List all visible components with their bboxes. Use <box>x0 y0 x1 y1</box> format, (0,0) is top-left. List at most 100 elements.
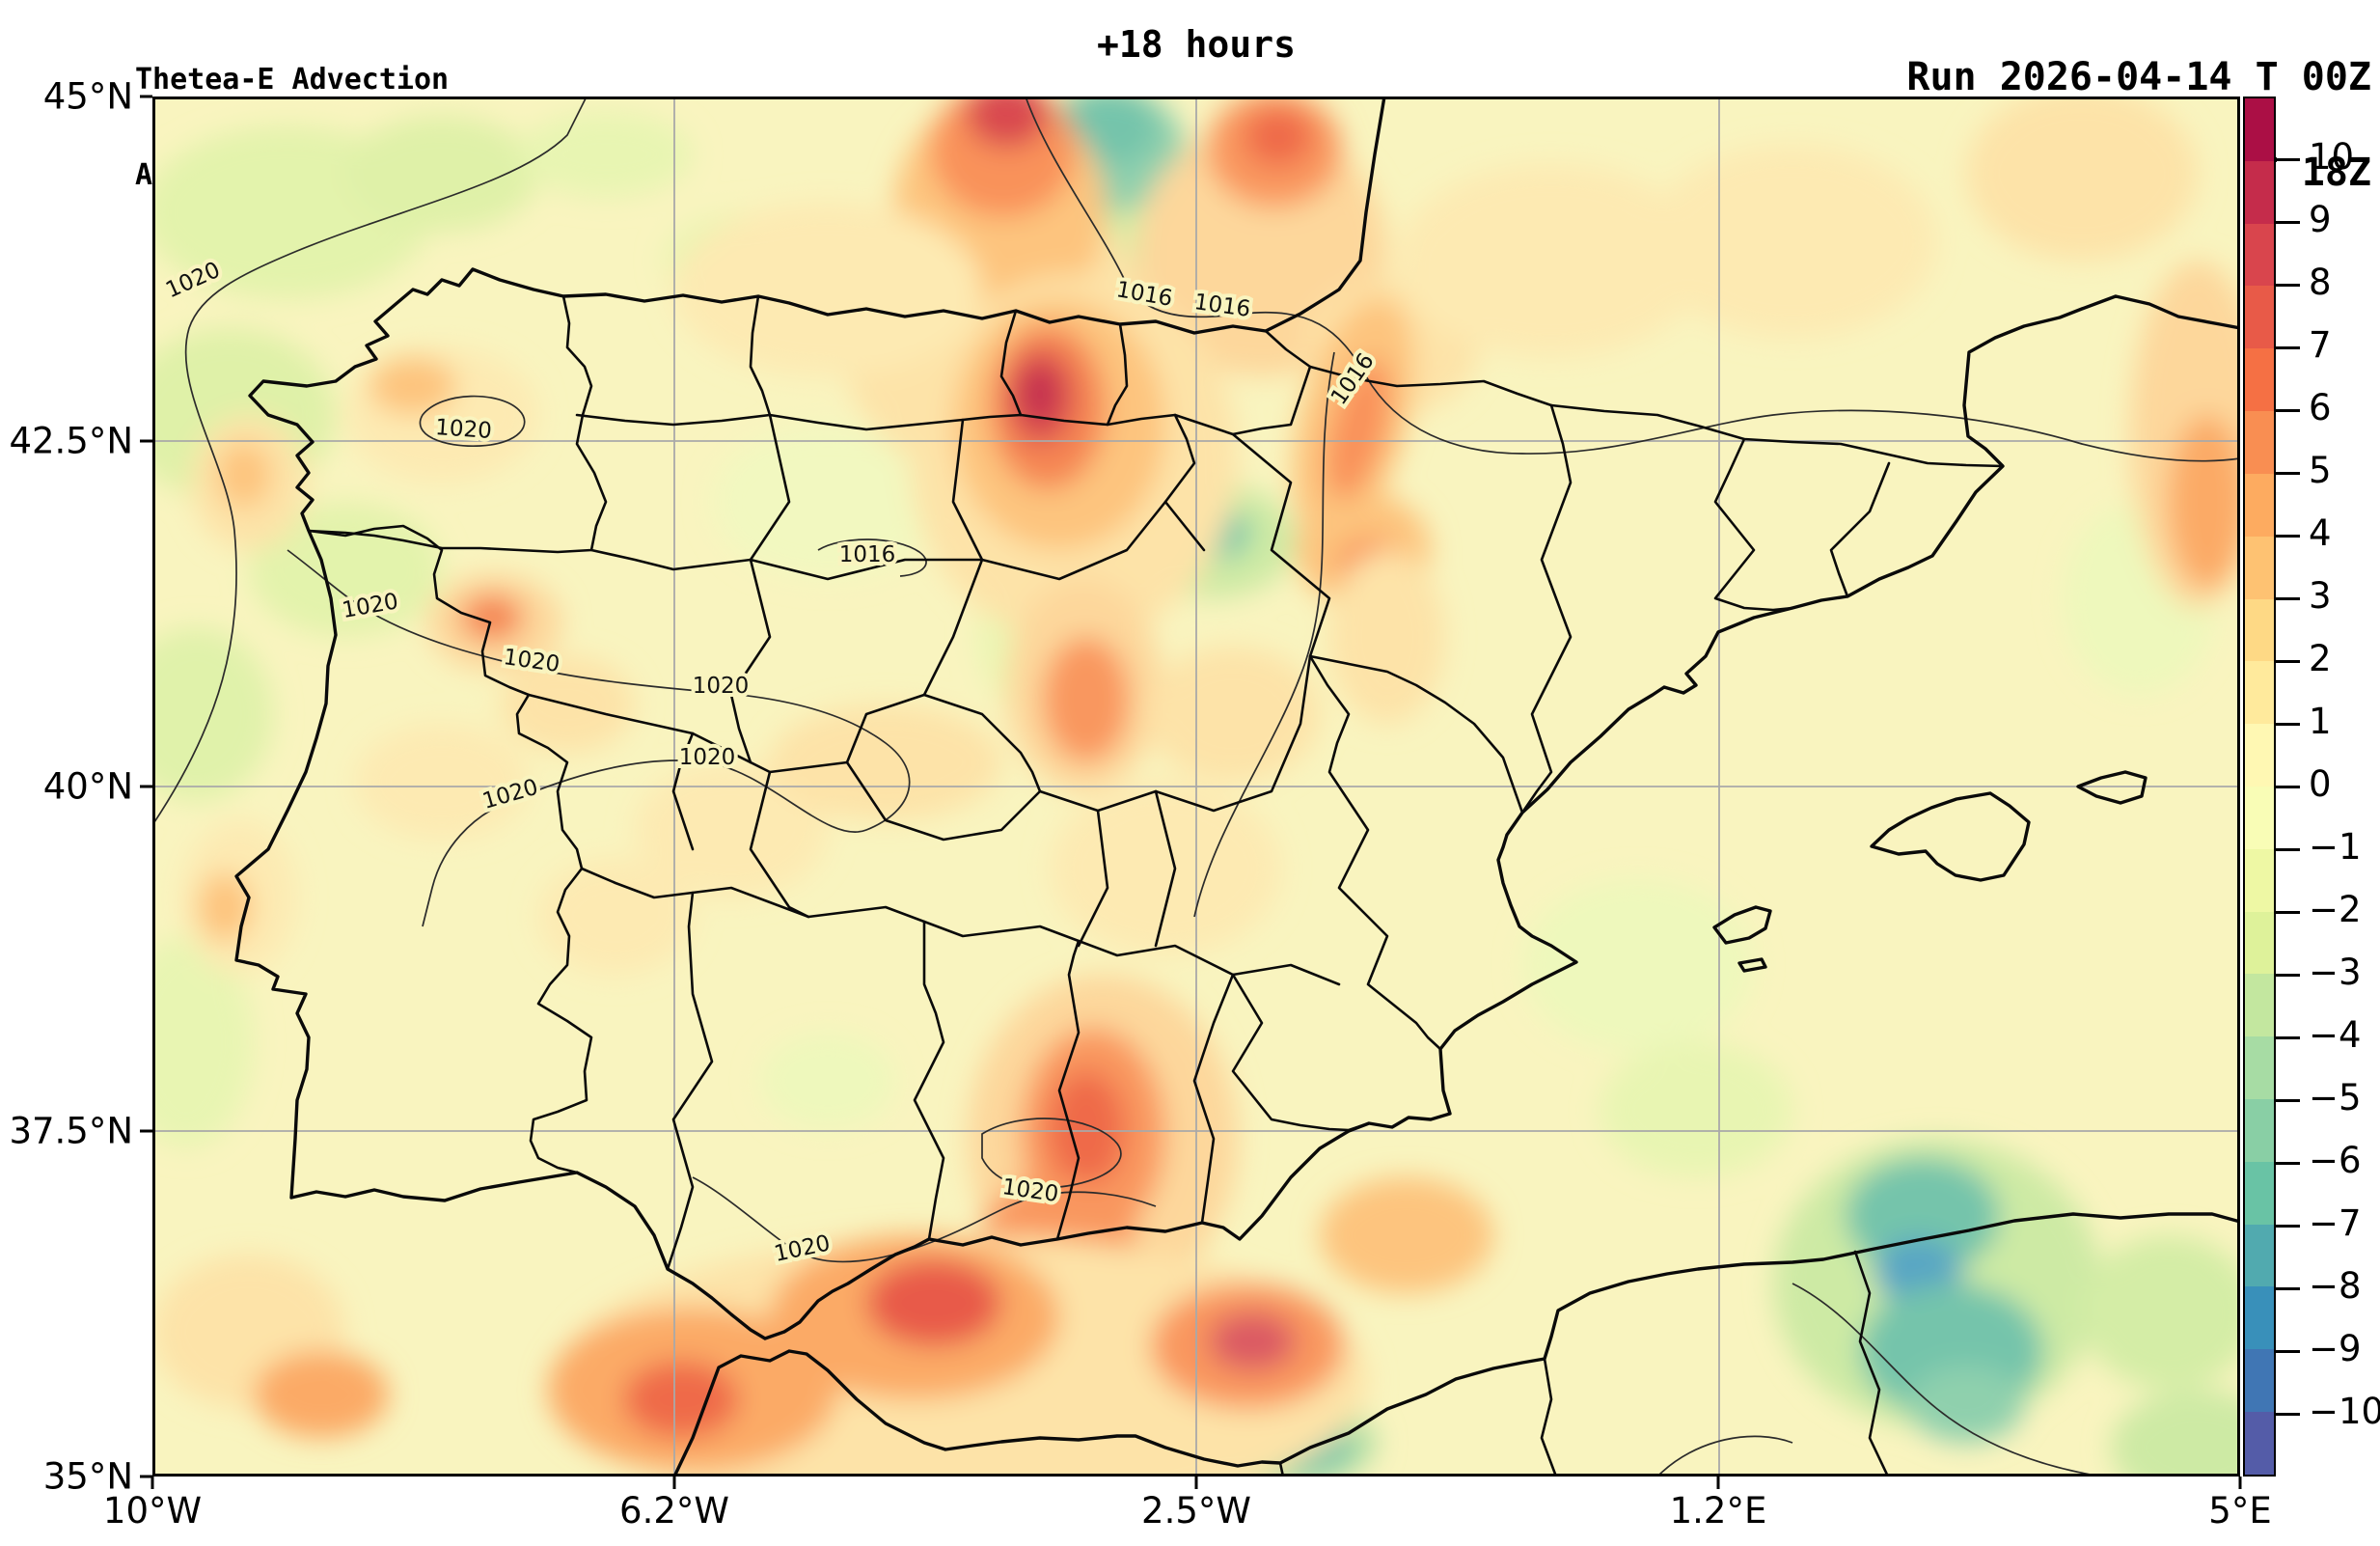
colorbar-segment <box>2245 160 2274 224</box>
colorbar-segment <box>2245 536 2274 599</box>
colorbar-segment <box>2245 848 2274 912</box>
colorbar-tick-line <box>2276 848 2300 851</box>
colorbar-tick-label: −3 <box>2309 952 2362 993</box>
colorbar-tick-line <box>2276 786 2300 788</box>
colorbar-segment <box>2245 1161 2274 1225</box>
colorbar-tick-line <box>2276 1036 2300 1039</box>
run-label: Run 2026-04-14 T 00Z <box>1906 55 2371 99</box>
colorbar-tick-label: 9 <box>2309 199 2332 240</box>
colorbar-segment <box>2245 411 2274 474</box>
colorbar-tick-label: 10 <box>2309 136 2355 178</box>
colorbar-tick-line <box>2276 1162 2300 1165</box>
colorbar-tick-label: −9 <box>2309 1327 2362 1369</box>
colorbar-tick-label: 0 <box>2309 763 2332 805</box>
colorbar-segment <box>2245 1349 2274 1413</box>
y-axis-label: 45°N <box>42 75 133 118</box>
colorbar-tick-line <box>2276 472 2300 475</box>
y-tick-mark <box>140 439 152 443</box>
colorbar-segment <box>2245 724 2274 787</box>
x-axis-label: 2.5°W <box>1141 1490 1251 1532</box>
colorbar-segment <box>2245 661 2274 725</box>
colorbar <box>2243 97 2276 1477</box>
x-axis-label: 10°W <box>102 1490 203 1532</box>
colorbar-tick-line <box>2276 158 2300 161</box>
colorbar-segment <box>2245 1286 2274 1350</box>
x-tick-mark <box>1194 1477 1198 1489</box>
y-tick-mark <box>140 1129 152 1133</box>
colorbar-segment <box>2245 1036 2274 1099</box>
colorbar-tick-label: 6 <box>2309 386 2332 428</box>
colorbar-tick-line <box>2276 1349 2300 1353</box>
contour-label: 1020 <box>434 415 492 444</box>
colorbar-tick-line <box>2276 911 2300 914</box>
x-tick-mark <box>2238 1477 2242 1489</box>
colorbar-segment <box>2245 1099 2274 1162</box>
colorbar-tick-line <box>2276 1413 2300 1416</box>
colorbar-segment <box>2245 974 2274 1037</box>
colorbar-tick-line <box>2276 974 2300 977</box>
colorbar-tick-label: −2 <box>2309 889 2362 930</box>
contour-label: 1016 <box>839 542 896 567</box>
x-axis-label: 1.2°E <box>1669 1490 1767 1532</box>
colorbar-tick-label: −1 <box>2309 826 2362 868</box>
colorbar-tick-line <box>2276 284 2300 287</box>
colorbar-segment <box>2245 348 2274 412</box>
colorbar-tick-label: 7 <box>2309 324 2332 366</box>
colorbar-segment <box>2245 598 2274 662</box>
colorbar-tick-line <box>2276 1225 2300 1228</box>
colorbar-tick-label: −5 <box>2309 1077 2362 1118</box>
colorbar-tick-label: 5 <box>2309 450 2332 491</box>
colorbar-tick-label: −10 <box>2309 1391 2380 1432</box>
colorbar-tick-line <box>2276 597 2300 600</box>
lead-time-label: +18 hours <box>1097 23 1296 66</box>
admin-borders <box>307 294 2005 1478</box>
colorbar-tick-label: 3 <box>2309 575 2332 617</box>
colorbar-tick-line <box>2276 722 2300 726</box>
colorbar-tick-labels: 10 9 8 7 6 5 4 3 2 1 0 −1 −2 −3 −4 −5 −6 −7 −8 −9 −10 <box>2276 97 2380 1477</box>
colorbar-tick-line <box>2276 221 2300 224</box>
x-tick-mark <box>1716 1477 1720 1489</box>
colorbar-segment <box>2245 286 2274 349</box>
colorbar-tick-line <box>2276 346 2300 349</box>
isobar-contours <box>151 96 2241 1477</box>
y-axis-label: 35°N <box>42 1455 133 1498</box>
y-axis-label: 37.5°N <box>9 1110 133 1152</box>
product-title: Thetea-E Advection <box>135 63 450 97</box>
colorbar-tick-label: −6 <box>2309 1140 2362 1181</box>
map-frame <box>152 97 2240 1477</box>
colorbar-segment <box>2245 473 2274 537</box>
colorbar-tick-label: −8 <box>2309 1265 2362 1307</box>
colorbar-segment <box>2245 98 2274 161</box>
y-tick-mark <box>140 95 152 98</box>
colorbar-tick-label: 1 <box>2309 700 2332 742</box>
y-axis-label: 40°N <box>42 765 133 808</box>
colorbar-tick-label: −7 <box>2309 1202 2362 1244</box>
advection-shading <box>119 80 2284 1525</box>
colorbar-tick-line <box>2276 660 2300 663</box>
colorbar-tick-line <box>2276 408 2300 412</box>
colorbar-segment <box>2245 911 2274 975</box>
y-tick-mark <box>140 1475 152 1478</box>
x-axis-label: 5°E <box>2208 1490 2272 1532</box>
contour-label: 1020 <box>693 674 750 699</box>
x-tick-mark <box>672 1477 676 1489</box>
y-tick-mark <box>140 785 152 788</box>
colorbar-segment <box>2245 223 2274 287</box>
colorbar-tick-label: −4 <box>2309 1014 2362 1056</box>
colorbar-segment <box>2245 1412 2274 1475</box>
colorbar-tick-label: 8 <box>2309 262 2332 303</box>
colorbar-segment <box>2245 1224 2274 1287</box>
colorbar-tick-line <box>2276 1287 2300 1290</box>
colorbar-tick-label: 2 <box>2309 638 2332 679</box>
colorbar-segment <box>2245 786 2274 849</box>
y-axis-label: 42.5°N <box>9 420 133 462</box>
map-area: 1020 1020 1016 1016 1016 1016 1020 1020 1020 1020… <box>119 80 2284 1525</box>
coastline <box>234 95 2242 1478</box>
contour-label: 1020 <box>679 745 736 770</box>
colorbar-tick-line <box>2276 1099 2300 1102</box>
colorbar-tick-label: 4 <box>2309 512 2332 554</box>
x-tick-mark <box>150 1477 154 1489</box>
x-axis-label: 6.2°W <box>619 1490 729 1532</box>
